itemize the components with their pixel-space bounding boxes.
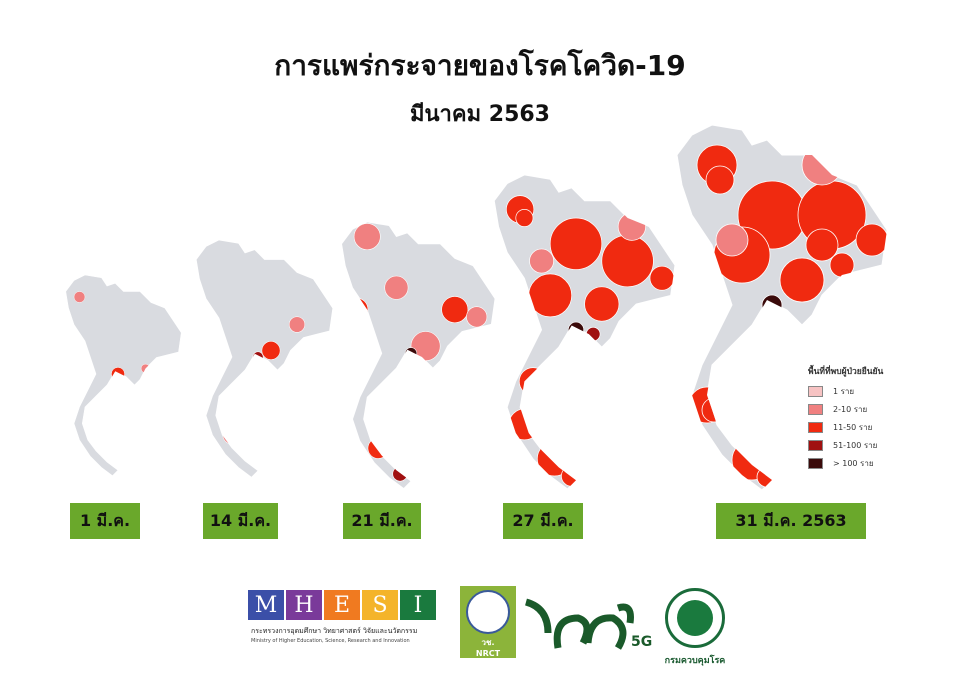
legend-item: 2-10 ราย [808,400,883,418]
province-region [549,217,603,270]
nrct-logo: วช. NRCT [460,586,516,658]
legend-item: 51-100 ราย [808,436,883,454]
legend-label: 51-100 ราย [833,440,878,450]
legend-item: > 100 ราย [808,454,883,472]
thailand-map-1 [65,274,182,477]
province-region [779,257,825,303]
legend-label: 11-50 ราย [833,422,873,432]
province-region [584,286,620,322]
legend-swatch [808,385,823,397]
province-region [518,367,548,396]
province-region [508,408,541,441]
province-region [761,294,783,316]
date-badge: 14 มี.ค. [203,503,278,539]
province-region [705,165,735,195]
province-region [222,425,242,445]
province-region [73,291,86,303]
anniversary-5g-logo: 5G [524,598,652,650]
thailand-map-4 [493,174,676,490]
legend-swatch [808,421,823,433]
date-badge: 31 มี.ค. 2563 [716,503,866,539]
province-region [567,321,585,338]
legend-item: 11-50 ราย [808,418,883,436]
thailand-map-2 [195,239,334,478]
province-region [801,144,843,186]
province-region [756,466,778,488]
province-region [731,439,773,481]
legend-swatch [808,403,823,415]
province-region [617,212,647,241]
province-region [404,347,418,360]
province-region [536,441,573,477]
province-region [111,367,125,381]
province-region [441,296,469,324]
legend-label: 2-10 ราย [833,404,868,414]
province-region [261,341,281,360]
map-legend: พื้นที่ที่พบผู้ป่วยยืนยัน 1 ราย 2-10 ราย 1… [808,364,883,472]
date-badge: 27 มี.ค. [503,503,583,539]
country-outline [195,239,334,478]
svg-text:5G: 5G [631,634,652,650]
province-region [529,248,554,274]
province-region [94,405,109,420]
logos: M H E S I กระทรวงการอุดมศึกษา วิทยาศาสตร… [248,586,738,668]
province-region [561,465,583,487]
province-region [855,223,887,257]
province-region [392,466,408,482]
province-region [528,273,573,318]
legend-label: 1 ราย [833,386,855,396]
province-region [288,316,306,333]
thailand-map-3 [341,221,496,489]
legend-title: พื้นที่ที่พบผู้ป่วยยืนยัน [808,367,884,377]
country-outline [341,221,496,489]
province-region [353,223,381,251]
legend-item: 1 ราย [808,382,883,400]
province-region [466,306,488,328]
thailand-map-5 [676,124,888,491]
province-region [252,351,264,363]
page-title: การแพร่กระจายของโรคโควิด-19 [274,49,686,82]
province-region [344,297,369,322]
moph-logo: กรมควบคุมโรค [660,588,730,667]
legend-swatch [808,457,823,469]
date-badge: 21 มี.ค. [343,503,421,539]
mhesi-logo: M H E S I [248,590,436,620]
date-badge: 1 มี.ค. [70,503,140,539]
province-region [601,234,654,288]
legend-swatch [808,439,823,451]
province-region [805,228,839,262]
province-region [701,397,727,423]
legend-label: > 100 ราย [833,458,874,468]
province-region [410,331,441,361]
province-region [367,393,389,416]
page-subtitle: มีนาคม 2563 [409,102,550,127]
province-region [223,394,241,411]
province-region [649,265,675,291]
province-region [384,275,409,300]
province-region [715,223,749,257]
province-region [515,209,534,227]
